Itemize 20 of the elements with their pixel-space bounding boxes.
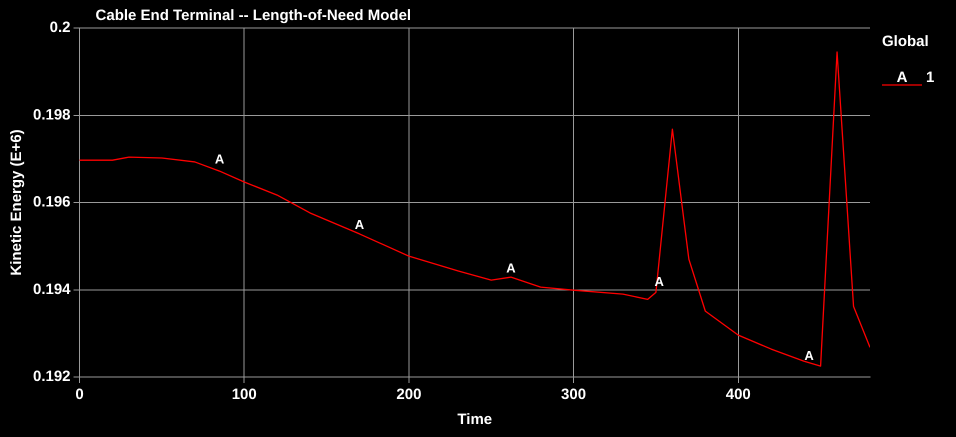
y-axis-title: Kinetic Energy (E+6) (8, 129, 26, 276)
annotation: A (354, 217, 365, 232)
annotation: A (506, 260, 516, 276)
y-tick-label: 0.192 (32, 368, 71, 386)
chart-title: Cable End Terminal -- Length-of-Need Model (96, 7, 412, 24)
x-tick-label: 0 (75, 386, 84, 404)
y-tick-label: 0.2 (50, 19, 71, 36)
x-tick-label: 200 (396, 386, 422, 404)
text: A (896, 69, 908, 86)
y-tick-label: 0.198 (32, 106, 71, 124)
legend-label: 1 (926, 69, 934, 86)
legend-title: Global (882, 33, 929, 50)
y-tick-label: 0.196 (32, 194, 71, 211)
x-tick-label: 100 (232, 386, 257, 404)
x-axis-title: Time (457, 411, 492, 428)
x-tick-label: 300 (561, 386, 586, 404)
annotation: A (804, 348, 814, 363)
y-tick-label: 0.194 (32, 280, 72, 298)
x-tick-label: 400 (726, 386, 751, 404)
annotation: A (214, 152, 225, 167)
